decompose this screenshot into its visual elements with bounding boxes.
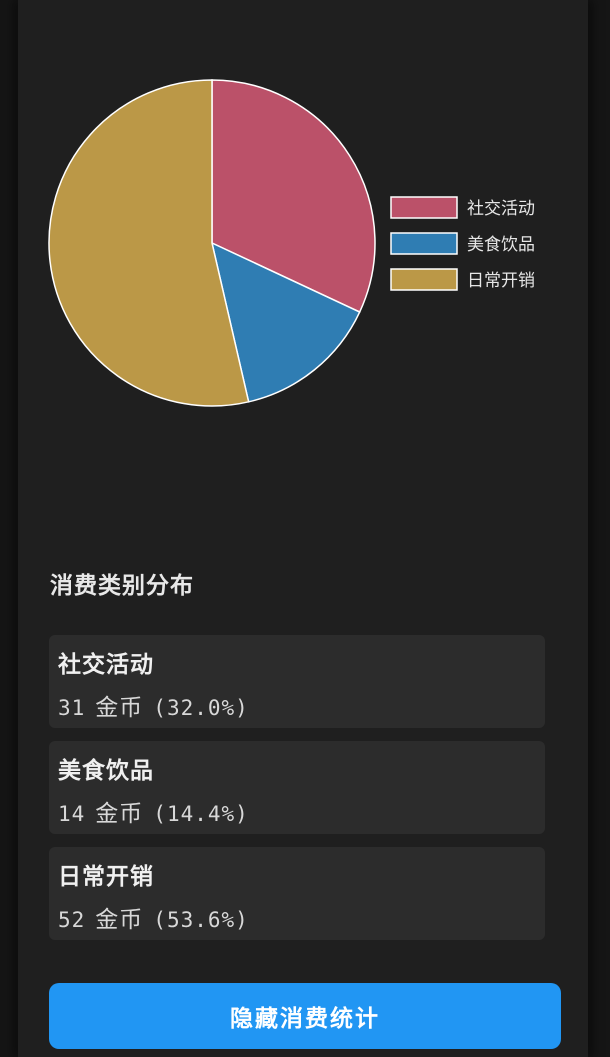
category-card: 美食饮品 14 金币 (14.4%) — [49, 741, 545, 834]
pie-slices — [48, 79, 376, 407]
category-percent: (53.6%) — [153, 908, 249, 932]
legend-label: 日常开销 — [467, 271, 535, 291]
legend-label: 美食饮品 — [467, 235, 535, 255]
section-title: 消费类别分布 — [50, 573, 194, 599]
category-card-value: 14 金币 (14.4%) — [58, 794, 249, 828]
category-amount: 31 — [58, 696, 86, 720]
category-card: 日常开销 52 金币 (53.6%) — [49, 847, 545, 940]
currency-unit: 金币 — [95, 801, 144, 827]
pie-slice — [211, 79, 376, 314]
currency-unit: 金币 — [95, 695, 144, 721]
category-card: 社交活动 31 金币 (32.0%) — [49, 635, 545, 728]
category-percent: (14.4%) — [153, 802, 249, 826]
legend-swatch — [390, 232, 458, 255]
category-card-name: 日常开销 — [58, 864, 154, 890]
category-percent: (32.0%) — [153, 696, 249, 720]
pie-slice — [48, 79, 250, 407]
legend-swatch — [390, 196, 458, 219]
category-card-list: 社交活动 31 金币 (32.0%) 美食饮品 14 金币 (14.4%) 日常开销 5… — [49, 635, 545, 953]
category-amount: 52 — [58, 908, 86, 932]
legend-swatch — [390, 268, 458, 291]
legend-label: 社交活动 — [467, 199, 535, 219]
category-card-value: 52 金币 (53.6%) — [58, 900, 249, 934]
category-card-name: 社交活动 — [58, 652, 154, 678]
category-card-name: 美食饮品 — [58, 758, 154, 784]
currency-unit: 金币 — [95, 907, 144, 933]
pie-slice — [210, 241, 361, 403]
hide-stats-button[interactable]: 隐藏消费统计 — [49, 983, 561, 1049]
category-amount: 14 — [58, 802, 86, 826]
category-card-value: 31 金币 (32.0%) — [58, 688, 249, 722]
